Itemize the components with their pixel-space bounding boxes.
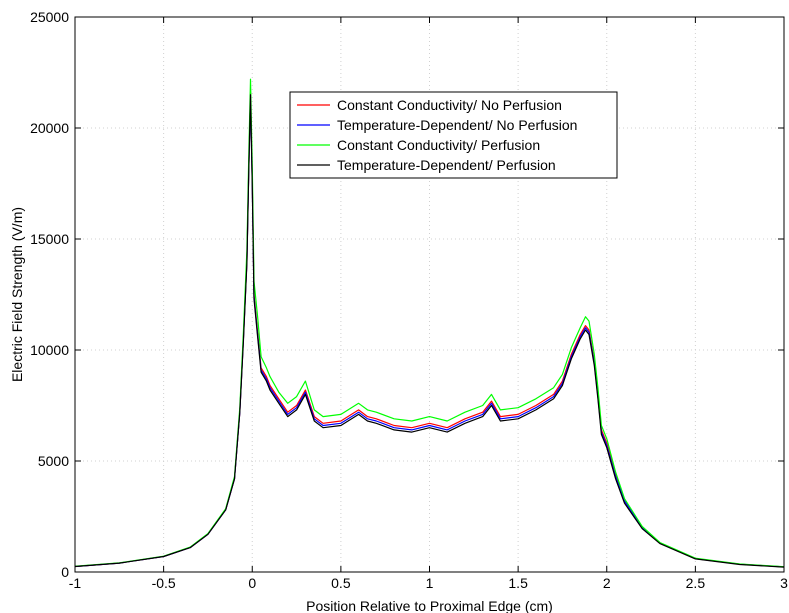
series-layer xyxy=(74,78,785,568)
series-line-3 xyxy=(74,94,785,568)
y-tick-label: 10000 xyxy=(30,342,69,358)
x-tick-label: 2.5 xyxy=(686,575,706,591)
x-tick-label: 3 xyxy=(780,575,788,591)
legend-entry: Constant Conductivity/ Perfusion xyxy=(337,137,540,153)
y-tick-label: 0 xyxy=(61,564,69,580)
legend-entry: Temperature-Dependent/ Perfusion xyxy=(337,157,556,173)
x-tick-label: 0.5 xyxy=(331,575,351,591)
y-tick-label: 5000 xyxy=(38,453,69,469)
x-tick-label: 0 xyxy=(248,575,256,591)
x-tick-label: 1.5 xyxy=(508,575,528,591)
x-tick-label: 1 xyxy=(426,575,434,591)
x-tick-label: 2 xyxy=(603,575,611,591)
y-tick-label: 15000 xyxy=(30,231,69,247)
x-tick-label: -1 xyxy=(69,575,82,591)
legend-entry: Constant Conductivity/ No Perfusion xyxy=(337,97,562,113)
y-axis-label: Electric Field Strength (V/m) xyxy=(9,207,25,382)
legend: Constant Conductivity/ No Perfusion Tempe… xyxy=(289,91,618,179)
legend-entry: Temperature-Dependent/ No Perfusion xyxy=(337,117,577,133)
ticks: -1 -0.5 0 0.5 1 1.5 2 2.5 3 0 5000 10000 15000 20000 2… xyxy=(30,9,788,591)
x-tick-label: -0.5 xyxy=(152,575,176,591)
y-tick-label: 20000 xyxy=(30,120,69,136)
x-axis-label: Position Relative to Proximal Edge (cm) xyxy=(306,598,553,613)
legend-box xyxy=(289,91,618,179)
y-tick-label: 25000 xyxy=(30,9,69,25)
